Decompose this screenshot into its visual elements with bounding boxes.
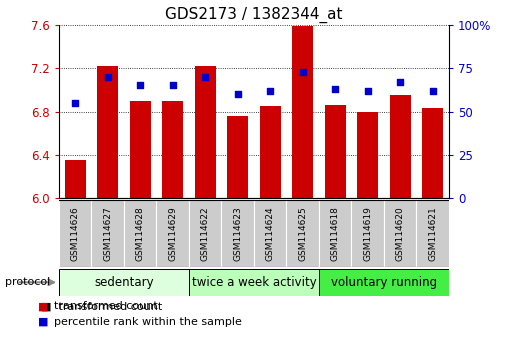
- Bar: [222, 200, 254, 267]
- Text: sedentary: sedentary: [94, 276, 154, 289]
- Text: ■  transformed count: ■ transformed count: [41, 301, 162, 311]
- Bar: [194, 66, 216, 198]
- Text: transformed count: transformed count: [54, 301, 157, 311]
- Bar: [292, 26, 313, 198]
- Point: [71, 100, 80, 105]
- Point: [104, 74, 112, 80]
- Point: [266, 88, 274, 93]
- Text: GSM114627: GSM114627: [103, 206, 112, 261]
- Bar: [91, 200, 124, 267]
- Text: GSM114626: GSM114626: [71, 206, 80, 261]
- Point: [428, 88, 437, 93]
- Bar: [319, 269, 449, 296]
- Text: GSM114621: GSM114621: [428, 206, 437, 261]
- Text: GSM114618: GSM114618: [331, 206, 340, 261]
- Text: ■: ■: [38, 317, 49, 327]
- Text: percentile rank within the sample: percentile rank within the sample: [54, 317, 242, 327]
- Point: [201, 74, 209, 80]
- Point: [331, 86, 339, 92]
- Text: GSM114624: GSM114624: [266, 206, 274, 261]
- Point: [233, 91, 242, 97]
- Title: GDS2173 / 1382344_at: GDS2173 / 1382344_at: [165, 7, 343, 23]
- Bar: [384, 200, 417, 267]
- Bar: [189, 200, 222, 267]
- Point: [396, 79, 404, 85]
- Bar: [65, 160, 86, 198]
- Bar: [422, 108, 443, 198]
- Bar: [286, 200, 319, 267]
- Bar: [97, 66, 119, 198]
- Text: voluntary running: voluntary running: [331, 276, 437, 289]
- Bar: [254, 200, 286, 267]
- Bar: [319, 200, 351, 267]
- Bar: [389, 95, 411, 198]
- Text: twice a week activity: twice a week activity: [191, 276, 317, 289]
- Point: [136, 82, 144, 88]
- Bar: [130, 101, 151, 198]
- Bar: [325, 105, 346, 198]
- Bar: [189, 269, 319, 296]
- Text: GSM114625: GSM114625: [298, 206, 307, 261]
- Bar: [351, 200, 384, 267]
- Text: GSM114619: GSM114619: [363, 206, 372, 261]
- Text: GSM114629: GSM114629: [168, 206, 177, 261]
- Bar: [260, 106, 281, 198]
- Text: GSM114628: GSM114628: [136, 206, 145, 261]
- Text: GSM114622: GSM114622: [201, 206, 210, 261]
- Bar: [417, 200, 449, 267]
- Bar: [156, 200, 189, 267]
- Text: ■: ■: [38, 301, 49, 311]
- Bar: [227, 116, 248, 198]
- Text: GSM114620: GSM114620: [396, 206, 405, 261]
- Bar: [124, 200, 156, 267]
- Bar: [59, 200, 91, 267]
- Point: [299, 69, 307, 74]
- Text: protocol: protocol: [5, 277, 50, 287]
- Bar: [59, 269, 189, 296]
- Bar: [357, 112, 378, 198]
- Point: [169, 82, 177, 88]
- Point: [364, 88, 372, 93]
- Text: GSM114623: GSM114623: [233, 206, 242, 261]
- Bar: [162, 101, 183, 198]
